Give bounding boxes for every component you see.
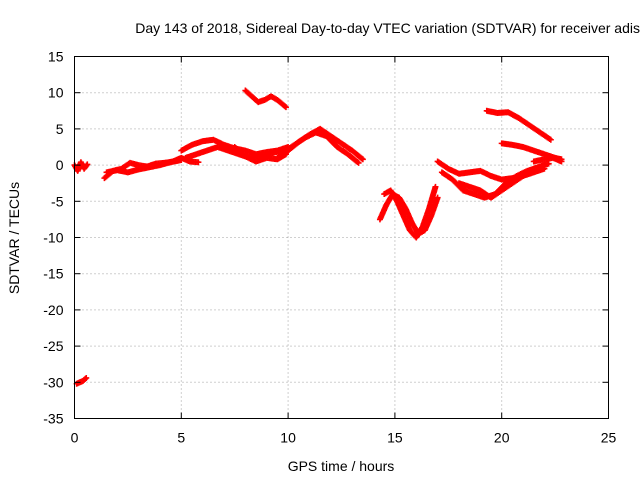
- x-tick-label: 5: [177, 430, 185, 446]
- series-trace-15: [455, 162, 548, 201]
- axis-ticks: 0 5 10 15 20 25 -35 -30 -25 -20 -15 -10 -5 0 5 10 15: [43, 49, 616, 446]
- y-tick-label: -25: [43, 338, 63, 354]
- y-tick-label: -10: [43, 230, 63, 246]
- y-tick-label: 10: [48, 85, 64, 101]
- data-point: [432, 183, 439, 190]
- y-tick-label: -20: [43, 302, 63, 318]
- data-point: [359, 156, 366, 163]
- data-point: [83, 162, 90, 169]
- data-point: [83, 374, 90, 381]
- data-point: [195, 159, 202, 166]
- x-tick-label: 10: [280, 430, 296, 446]
- data-point: [358, 155, 365, 162]
- x-tick-label: 25: [601, 430, 617, 446]
- y-tick-label: -5: [51, 193, 64, 209]
- series-trace-8: [242, 87, 289, 111]
- series-trace-10: [280, 129, 362, 166]
- y-tick-label: -35: [43, 411, 63, 427]
- series-trace-4: [103, 157, 185, 176]
- chart-title: Day 143 of 2018, Sidereal Day-to-day VTE…: [135, 20, 640, 36]
- y-tick-label: 15: [48, 49, 64, 65]
- x-axis-label: GPS time / hours: [288, 458, 395, 474]
- data-point: [82, 375, 89, 382]
- data-point: [434, 194, 441, 201]
- y-axis-label: SDTVAR / TECUs: [6, 182, 22, 294]
- data-point: [84, 161, 91, 168]
- y-tick-label: -15: [43, 266, 63, 282]
- data-point: [281, 103, 288, 110]
- data-point: [546, 135, 553, 142]
- data-point: [558, 158, 565, 165]
- data-point: [282, 104, 289, 111]
- y-tick-label: 0: [56, 157, 64, 173]
- data-point: [541, 162, 548, 169]
- x-tick-label: 0: [71, 430, 79, 446]
- data-point: [355, 159, 362, 166]
- series-trace-12: [381, 183, 439, 241]
- y-tick-label: -30: [43, 374, 63, 390]
- x-tick-label: 15: [387, 430, 403, 446]
- series-trace-2: [73, 374, 90, 387]
- data-points: [71, 87, 565, 387]
- data-point: [547, 136, 554, 143]
- grid: [74, 56, 609, 419]
- series-trace-16: [483, 107, 554, 143]
- data-point: [354, 159, 361, 166]
- data-point: [178, 157, 185, 164]
- data-point: [545, 160, 552, 167]
- x-tick-label: 20: [494, 430, 510, 446]
- series-trace-18: [530, 154, 565, 165]
- y-tick-label: 5: [56, 121, 64, 137]
